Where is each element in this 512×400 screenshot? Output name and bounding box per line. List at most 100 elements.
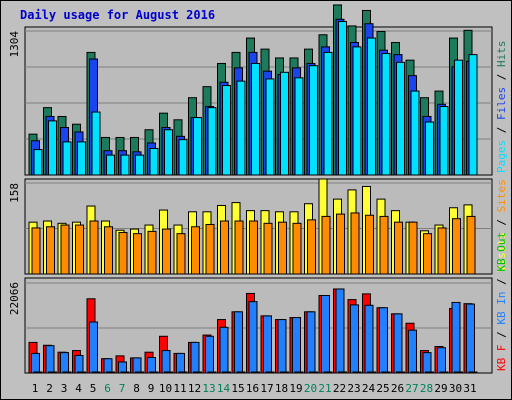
x-tick-label-4: 4: [75, 382, 82, 395]
bar-middle-sites-27: [408, 221, 418, 275]
bar-middle-sites-19: [292, 222, 302, 275]
bar-bottom-kb-out-17: [265, 371, 275, 374]
bar-bottom-kb-in-15: [234, 311, 243, 374]
x-tick-label-22: 22: [333, 382, 346, 395]
bar-bottom-kb-in-7: [118, 361, 127, 374]
bar-bottom-kb-out-21: [323, 371, 333, 374]
bar-top-pages-25: [381, 53, 391, 176]
bar-bottom-kb-out-1: [33, 371, 43, 374]
bar-middle-sites-20: [307, 219, 316, 275]
bar-middle-sites-16: [249, 220, 258, 275]
bar-bottom-kb-in-23: [350, 304, 359, 374]
bar-top-pages-23: [352, 46, 362, 176]
ymax-label-bottom: 22066: [8, 282, 21, 315]
legend-item-pages: Pages: [495, 140, 508, 173]
x-tick-label-9: 9: [148, 382, 155, 395]
bar-bottom-kb-out-8: [135, 371, 144, 374]
bar-bottom-kb-out-7: [120, 371, 130, 374]
bar-middle-sites-21: [321, 215, 331, 275]
x-tick-label-20: 20: [304, 382, 317, 395]
bar-bottom-kb-out-11: [178, 371, 188, 374]
x-tick-label-10: 10: [159, 382, 172, 395]
bar-middle-sites-4: [75, 224, 84, 275]
bar-bottom-kb-in-4: [74, 354, 84, 374]
bar-top-pages-20: [309, 65, 318, 176]
legend-item-hits: Hits: [495, 41, 508, 68]
bar-bottom-kb-out-14: [222, 371, 231, 374]
x-tick-label-26: 26: [391, 382, 404, 395]
bar-bottom-kb-in-11: [176, 352, 185, 374]
bar-bottom-kb-out-31: [468, 371, 478, 374]
bar-middle-sites-9: [147, 230, 157, 275]
x-tick-label-6: 6: [104, 382, 111, 395]
legend-item-kb-out: KB Out: [495, 232, 508, 272]
bar-top-pages-21: [323, 51, 333, 176]
bar-top-pages-16: [251, 62, 260, 176]
bar-bottom-kb-out-16: [251, 371, 260, 374]
bar-middle-sites-6: [104, 226, 113, 275]
bar-bottom-kb-in-30: [451, 301, 461, 374]
legend-separator: /: [495, 272, 508, 292]
bar-top-pages-31: [468, 54, 478, 176]
legend-item-kb-f: KB F: [495, 345, 508, 372]
legend-item-kb-in: KB In: [495, 292, 508, 325]
x-tick-label-28: 28: [420, 382, 433, 395]
bar-middle-sites-18: [278, 221, 287, 275]
bar-middle-sites-7: [118, 232, 128, 275]
bar-bottom-kb-out-4: [77, 371, 86, 374]
bar-bottom-kb-in-27: [408, 329, 417, 374]
bar-middle-sites-28: [423, 233, 432, 275]
bar-bottom-kb-out-9: [149, 371, 159, 374]
bar-top-pages-3: [62, 141, 72, 176]
bar-bottom-kb-in-31: [466, 303, 475, 374]
bar-bottom-kb-in-3: [60, 352, 69, 374]
x-tick-label-2: 2: [46, 382, 53, 395]
bar-bottom-kb-in-19: [292, 317, 301, 374]
bar-middle-sites-29: [437, 227, 447, 275]
bar-bottom-kb-out-3: [62, 371, 72, 374]
bar-top-pages-7: [120, 154, 130, 176]
x-tick-label-5: 5: [90, 382, 97, 395]
bar-top-pages-8: [135, 154, 144, 176]
bar-bottom-kb-in-14: [219, 326, 229, 374]
bar-top-pages-4: [77, 141, 86, 176]
bar-middle-sites-1: [31, 227, 41, 275]
bar-top-pages-2: [48, 120, 57, 176]
x-tick-label-3: 3: [61, 382, 68, 395]
bar-middle-sites-22: [336, 213, 345, 275]
bar-top-pages-9: [149, 147, 159, 176]
x-tick-label-19: 19: [289, 382, 302, 395]
bar-bottom-kb-out-24: [367, 371, 376, 374]
bar-bottom-kb-out-18: [280, 371, 289, 374]
legend-item-visits: Visits: [495, 232, 508, 272]
bar-top-pages-17: [265, 78, 275, 176]
x-tick-label-1: 1: [32, 382, 39, 395]
bar-bottom-kb-in-24: [364, 304, 374, 374]
legend-middle: Visits / Sites: [495, 179, 508, 272]
bar-top-pages-27: [410, 90, 420, 176]
x-tick-label-8: 8: [133, 382, 140, 395]
bar-bottom-kb-out-26: [396, 371, 405, 374]
bar-bottom-kb-out-30: [454, 371, 463, 374]
bar-bottom-kb-in-12: [190, 341, 200, 374]
bar-bottom-kb-out-5: [91, 371, 101, 374]
x-tick-label-31: 31: [463, 382, 476, 395]
bar-bottom-kb-out-2: [48, 371, 57, 374]
bar-middle-sites-15: [234, 220, 244, 275]
bar-top-pages-14: [222, 85, 231, 176]
bar-top-pages-22: [338, 21, 347, 176]
x-tick-label-16: 16: [246, 382, 259, 395]
bar-middle-sites-11: [176, 233, 186, 275]
bar-bottom-kb-in-8: [132, 357, 142, 374]
bar-bottom-kb-out-6: [106, 371, 115, 374]
bar-bottom-kb-out-27: [410, 371, 420, 374]
bar-middle-sites-23: [350, 212, 360, 275]
bar-bottom-kb-in-1: [31, 352, 40, 374]
bar-middle-sites-10: [162, 228, 171, 275]
bar-top-pages-19: [294, 77, 304, 176]
bar-bottom-kb-out-10: [164, 371, 173, 374]
bar-bottom-kb-out-28: [425, 371, 434, 374]
legend-separator: /: [495, 67, 508, 87]
